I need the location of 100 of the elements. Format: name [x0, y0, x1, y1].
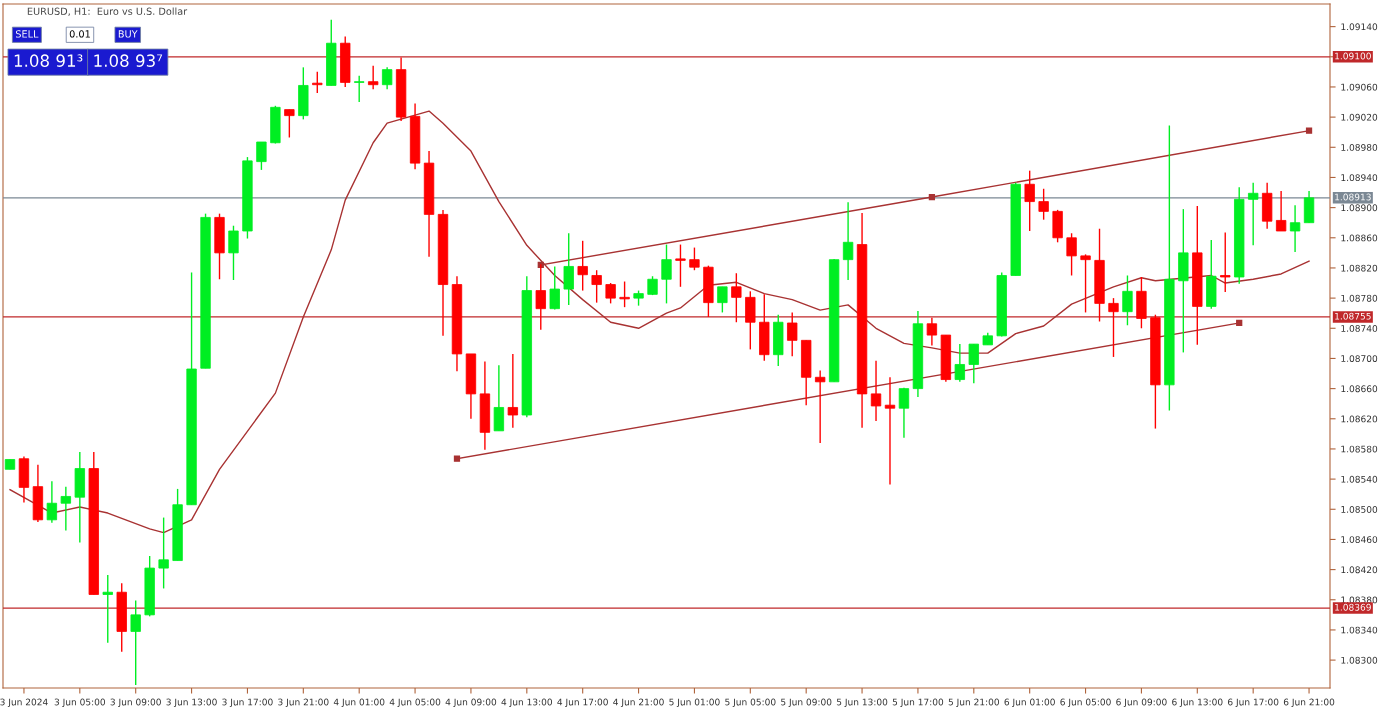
candlestick [354, 74, 365, 103]
candlestick [367, 65, 379, 90]
y-tick-label: 1.08460 [1341, 536, 1378, 543]
x-tick-label: 4 Jun 05:00 [389, 698, 441, 708]
x-tick-label: 3 Jun 09:00 [110, 698, 161, 708]
y-tick-label: 1.09140 [1341, 23, 1378, 31]
point [1305, 127, 1313, 134]
candlestick [787, 311, 798, 357]
candlestick [884, 376, 896, 486]
x-tick-label: 5 Jun 21:00 [948, 698, 1000, 708]
candlestick [1220, 231, 1231, 293]
ref-line-label: 1.09100 [1335, 52, 1371, 60]
y-tick-label: 1.08940 [1341, 174, 1378, 182]
chart-title: EURUSD, H1: Euro vs U.S. Dollar [27, 7, 188, 16]
candlestick [1080, 253, 1091, 314]
candlestick [577, 240, 588, 292]
candlestick [689, 246, 700, 271]
x-tick-label: 6 Jun 09:00 [1116, 698, 1167, 708]
y-tick-label: 1.08340 [1341, 626, 1378, 634]
y-tick-label: 1.08980 [1341, 144, 1378, 151]
x-tick-label: 6 Jun 21:00 [1283, 698, 1335, 708]
candlestick [102, 574, 113, 644]
candlestick [563, 232, 574, 306]
candlestick [381, 66, 393, 90]
x-tick-label: 5 Jun 09:00 [781, 698, 832, 708]
x-tick-label: 4 Jun 09:00 [445, 698, 497, 708]
annotation: SELL [15, 30, 39, 38]
line-series [9, 110, 1310, 534]
x-tick-label: 6 Jun 05:00 [1060, 698, 1111, 708]
candlestick [926, 317, 938, 347]
y-tick-label: 1.08500 [1341, 506, 1378, 513]
candlestick [312, 71, 323, 94]
candlestick [661, 243, 672, 305]
x-tick-label: 4 Jun 17:00 [557, 698, 608, 708]
y-tick-label: 1.08900 [1341, 204, 1378, 212]
x-tick-label: 5 Jun 01:00 [669, 698, 720, 708]
candlestick [675, 243, 686, 288]
candlestick [1066, 232, 1077, 277]
ref-line-label: 1.08913 [1335, 193, 1371, 201]
candlestick [1275, 190, 1287, 232]
candlestick [158, 516, 169, 590]
x-tick-label: 6 Jun 17:00 [1228, 698, 1279, 708]
x-tick-label: 3 Jun 13:00 [166, 698, 217, 708]
x-tick-label: 6 Jun 01:00 [1004, 698, 1055, 708]
candlestick [1108, 297, 1119, 358]
y-tick-label: 1.08780 [1341, 294, 1378, 302]
x-tick-label: 5 Jun 05:00 [725, 698, 776, 708]
annotation: BUY [118, 30, 138, 38]
candlestick [60, 485, 72, 532]
candlestick [1122, 274, 1133, 326]
candlestick [130, 599, 141, 686]
annotation: 1.08 93⁷ [94, 54, 163, 67]
y-tick-label: 1.08620 [1341, 415, 1378, 423]
y-tick-label: 1.08660 [1341, 385, 1378, 393]
candlestick [954, 343, 966, 383]
x-tick-label: 5 Jun 17:00 [892, 698, 944, 708]
candlestick [814, 369, 826, 444]
y-tick-label: 1.08700 [1341, 355, 1378, 362]
x-tick-label: 3 Jun 17:00 [222, 698, 273, 708]
x-tick-label: 5 Jun 13:00 [836, 698, 888, 708]
x-tick-label: 4 Jun 21:00 [613, 698, 664, 708]
candlestick [228, 225, 239, 281]
candlestick [284, 108, 295, 139]
point [453, 455, 461, 462]
point [928, 193, 936, 201]
candlestick [731, 272, 742, 323]
y-tick-label: 1.08420 [1341, 566, 1378, 574]
candlestick [493, 364, 505, 432]
y-tick-label: 1.08300 [1341, 656, 1378, 664]
y-tick-label: 1.08740 [1341, 325, 1378, 332]
y-tick-label: 1.09020 [1341, 113, 1378, 121]
candlestick [507, 353, 519, 429]
x-tick-label: 3 Jun 21:00 [278, 698, 329, 708]
x-tick-label: 4 Jun 01:00 [333, 698, 385, 708]
candlestick [605, 282, 616, 305]
x-tick-label: 6 Jun 13:00 [1172, 698, 1223, 708]
y-tick-label: 1.08580 [1341, 445, 1378, 453]
candlestick [717, 286, 728, 314]
candlestick [549, 265, 560, 311]
candlestick [870, 360, 882, 422]
ref-line-label: 1.08369 [1335, 603, 1371, 611]
candlestick [256, 141, 267, 171]
y-tick-label: 1.08380 [1341, 596, 1378, 604]
candlestick [968, 343, 979, 385]
y-tick-label: 1.08540 [1341, 475, 1378, 483]
candlestick [1038, 188, 1049, 221]
x-tick-label: 3 Jun 05:00 [54, 698, 106, 708]
candlestick [1289, 204, 1301, 253]
annotation: 1.08 91³ [14, 54, 83, 67]
x-tick-label: 3 Jun 2024 [0, 698, 48, 708]
candlestick [591, 269, 602, 304]
ref-line-label: 1.08755 [1335, 312, 1371, 320]
candlestick [842, 201, 854, 281]
y-tick-label: 1.09060 [1341, 83, 1378, 91]
point [1236, 319, 1243, 327]
candlestick [1024, 169, 1035, 232]
candlestick [1248, 182, 1259, 247]
y-tick-label: 1.08860 [1341, 234, 1378, 242]
x-tick-label: 4 Jun 13:00 [501, 698, 553, 708]
candlestick [619, 280, 630, 308]
